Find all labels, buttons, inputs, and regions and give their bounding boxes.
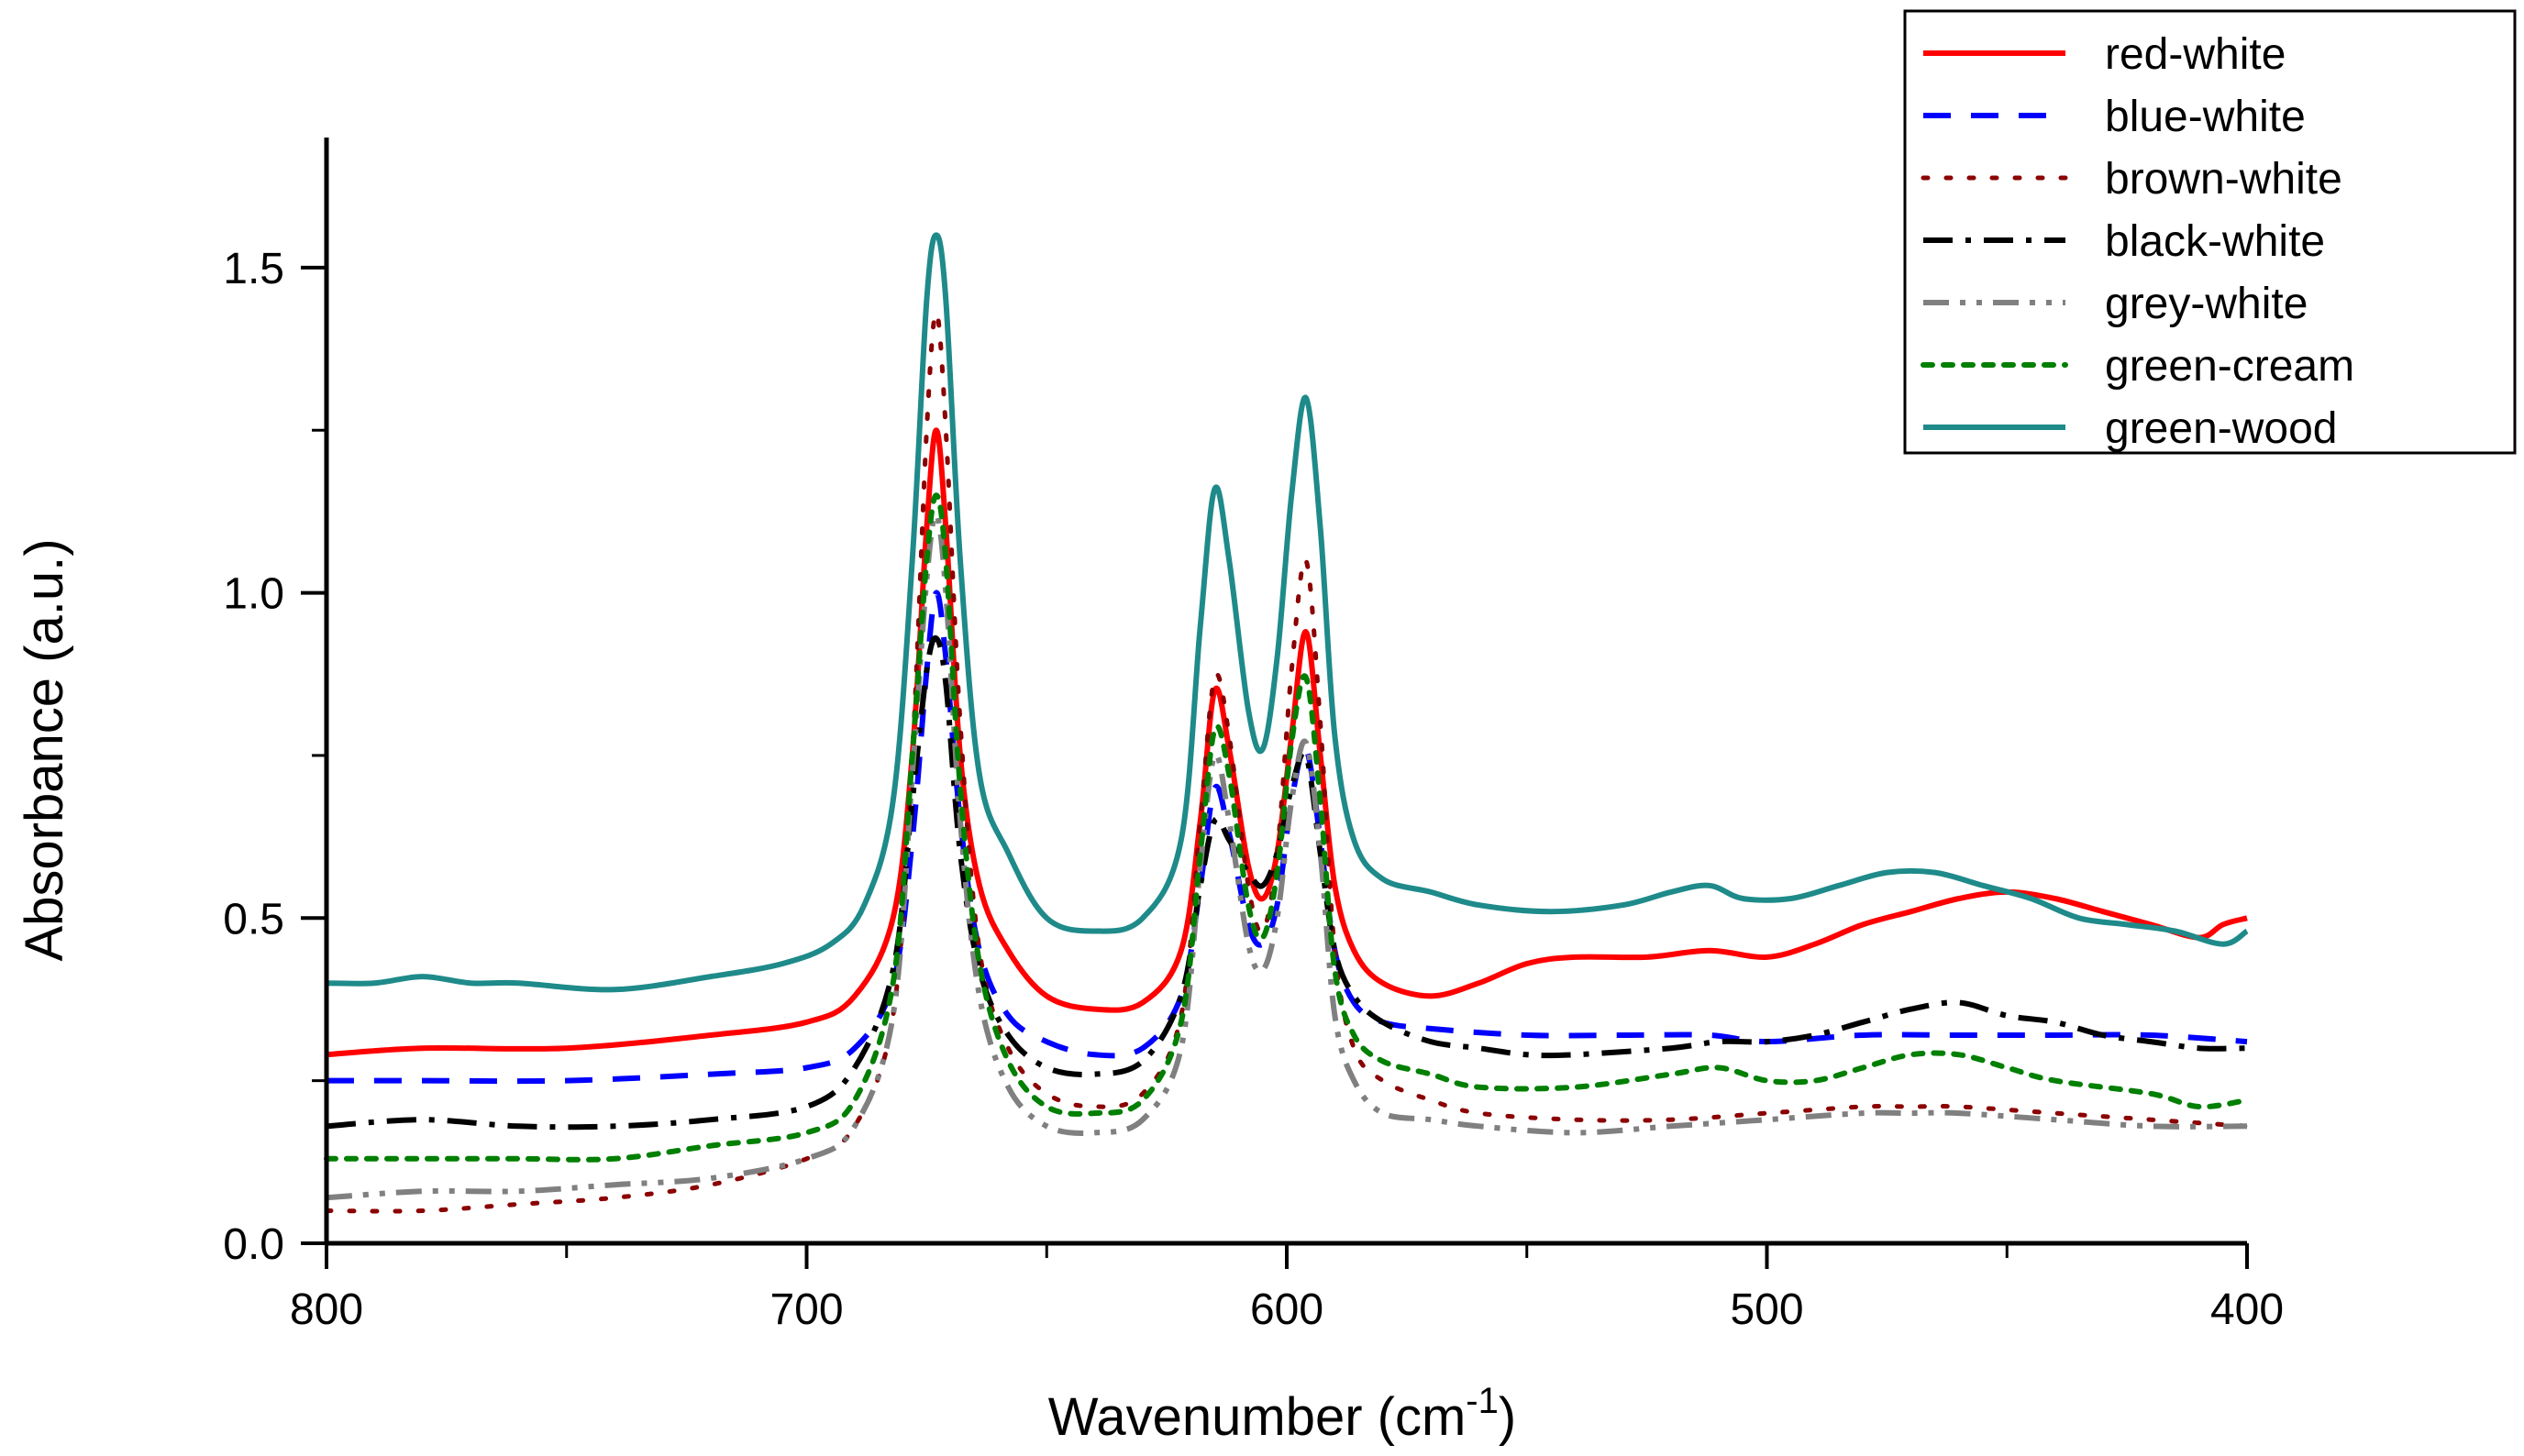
legend-label-green-cream: green-cream (2105, 342, 2354, 391)
y-tick-label: 1.0 (223, 570, 284, 619)
series-line-green-wood (326, 232, 2249, 993)
tick-layer: 800 700 600 500 400 0.0 0.5 1.0 1.5 (223, 245, 2284, 1334)
y-axis-title: Absorbance (a.u.) (15, 538, 74, 961)
x-axis-title: Wavenumber (cm-1) (1048, 1381, 1516, 1447)
legend-label-red-white: red-white (2105, 30, 2286, 79)
x-tick-label: 800 (290, 1285, 363, 1334)
legend-label-green-wood: green-wood (2105, 404, 2338, 453)
x-axis-title-main: Wavenumber (cm (1048, 1387, 1467, 1447)
legend-label-black-white: black-white (2105, 217, 2325, 266)
legend-box (1903, 9, 2517, 455)
x-tick-label: 600 (1250, 1285, 1323, 1334)
legend-label-grey-white: grey-white (2105, 280, 2308, 328)
x-axis-title-superscript: -1 (1466, 1381, 1499, 1421)
legend: red-white blue-white brown-white black-whit… (1903, 9, 2517, 455)
series-line-brown-white (324, 311, 2250, 1214)
x-tick-label: 400 (2210, 1285, 2284, 1334)
legend-label-blue-white: blue-white (2105, 93, 2306, 141)
y-tick-label: 0.0 (223, 1220, 284, 1269)
x-axis-title-close: ) (1499, 1387, 1516, 1447)
series-line-blue-white (327, 590, 2248, 1085)
series-layer (324, 232, 2250, 1214)
y-tick-label: 1.5 (223, 245, 284, 293)
series-line-green-cream (324, 492, 2250, 1163)
series-line-black-white (326, 634, 2248, 1131)
y-tick-label: 0.5 (223, 895, 284, 943)
x-tick-label: 700 (769, 1285, 843, 1334)
legend-label-brown-white: brown-white (2105, 155, 2342, 204)
x-tick-label: 500 (1730, 1285, 1803, 1334)
